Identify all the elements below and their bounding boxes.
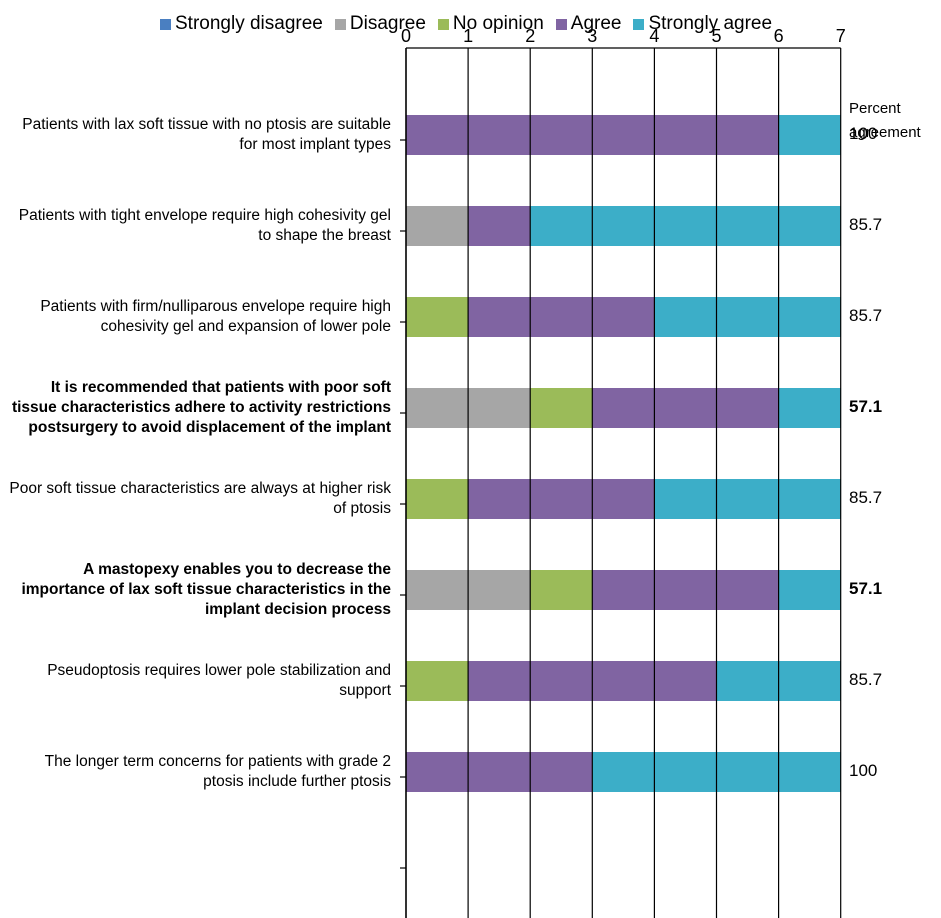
percent-agreement-value-3: 85.7 — [849, 306, 883, 325]
legend-swatch — [437, 18, 449, 30]
legend-item-strongly-agree: Strongly agree — [633, 13, 772, 35]
percent-agreement-value-8: 100 — [849, 761, 878, 780]
x-tick-label-3: 3 — [587, 26, 597, 46]
legend-swatch — [555, 18, 567, 30]
bar-segment-no-opinion-row-4 — [530, 388, 593, 428]
legend-label: Agree — [570, 13, 622, 34]
bar-segment-strongly-agree-row-6 — [778, 570, 841, 610]
percent-agreement-value-6: 57.1 — [849, 579, 883, 598]
legend-swatch — [334, 18, 346, 30]
bar-segment-strongly-agree-row-1 — [778, 115, 841, 155]
category-label-4: It is recommended that patients with poo… — [11, 379, 391, 436]
legend-item-strongly-disagree: Strongly disagree — [160, 13, 323, 35]
category-label-3: Patients with firm/nulliparous envelope … — [40, 298, 391, 335]
bar-segment-agree-row-6 — [592, 570, 779, 610]
x-tick-label-5: 5 — [711, 26, 721, 46]
bar-segment-agree-row-3 — [468, 297, 655, 337]
percent-header-line2: agreement — [849, 124, 921, 141]
category-label-2: Patients with tight envelope require hig… — [18, 207, 391, 244]
bar-segment-strongly-agree-row-4 — [778, 388, 841, 428]
legend-swatch — [160, 18, 171, 30]
bar-segment-no-opinion-row-5 — [406, 479, 469, 519]
category-label-8: The longer term concerns for patients wi… — [44, 753, 391, 790]
category-label-7: Pseudoptosis requires lower pole stabili… — [47, 662, 391, 699]
percent-agreement-value-4: 57.1 — [849, 397, 883, 416]
legend-item-disagree: Disagree — [334, 13, 426, 35]
legend-label: No opinion — [452, 13, 544, 34]
bar-segment-agree-row-5 — [468, 479, 655, 519]
legend-label: Disagree — [349, 13, 426, 34]
bar-segment-strongly-agree-row-3 — [654, 297, 841, 337]
percent-agreement-value-1: 100 — [849, 124, 878, 143]
percent-agreement-value-2: 85.7 — [849, 215, 883, 234]
x-tick-label-0: 0 — [401, 26, 411, 46]
x-tick-label-6: 6 — [774, 26, 784, 46]
bar-segment-no-opinion-row-7 — [406, 661, 469, 701]
x-tick-label-4: 4 — [649, 26, 659, 46]
percent-agreement-value-7: 85.7 — [849, 670, 883, 689]
category-label-5: Poor soft tissue characteristics are alw… — [9, 480, 391, 517]
category-label-1: Patients with lax soft tissue with no pt… — [22, 116, 391, 153]
bar-segment-agree-row-8 — [406, 752, 593, 792]
percent-agreement-value-5: 85.7 — [849, 488, 883, 507]
x-tick-label-1: 1 — [463, 26, 473, 46]
bar-segment-agree-row-2 — [468, 206, 531, 246]
legend-label: Strongly disagree — [175, 13, 323, 34]
x-tick-label-2: 2 — [525, 26, 535, 46]
legend-item-no-opinion: No opinion — [437, 13, 544, 35]
percent-header-line1: Percent — [849, 100, 901, 117]
x-tick-label-7: 7 — [836, 26, 846, 46]
bar-segment-no-opinion-row-3 — [406, 297, 469, 337]
bar-segment-disagree-row-2 — [406, 206, 469, 246]
chart-legend: Strongly disagree Disagree No opinion Agree… — [160, 10, 784, 38]
bar-segment-strongly-agree-row-2 — [530, 206, 841, 246]
legend-label: Strongly agree — [648, 13, 773, 34]
bar-segment-no-opinion-row-6 — [530, 570, 593, 610]
category-label-6: A mastopexy enables you to decrease the … — [21, 561, 391, 618]
bar-segment-agree-row-4 — [592, 388, 779, 428]
legend-swatch — [633, 18, 645, 30]
legend-item-agree: Agree — [555, 13, 622, 35]
percent-agreement-header: Percent agreement — [849, 97, 921, 145]
bar-segment-strongly-agree-row-5 — [654, 479, 841, 519]
